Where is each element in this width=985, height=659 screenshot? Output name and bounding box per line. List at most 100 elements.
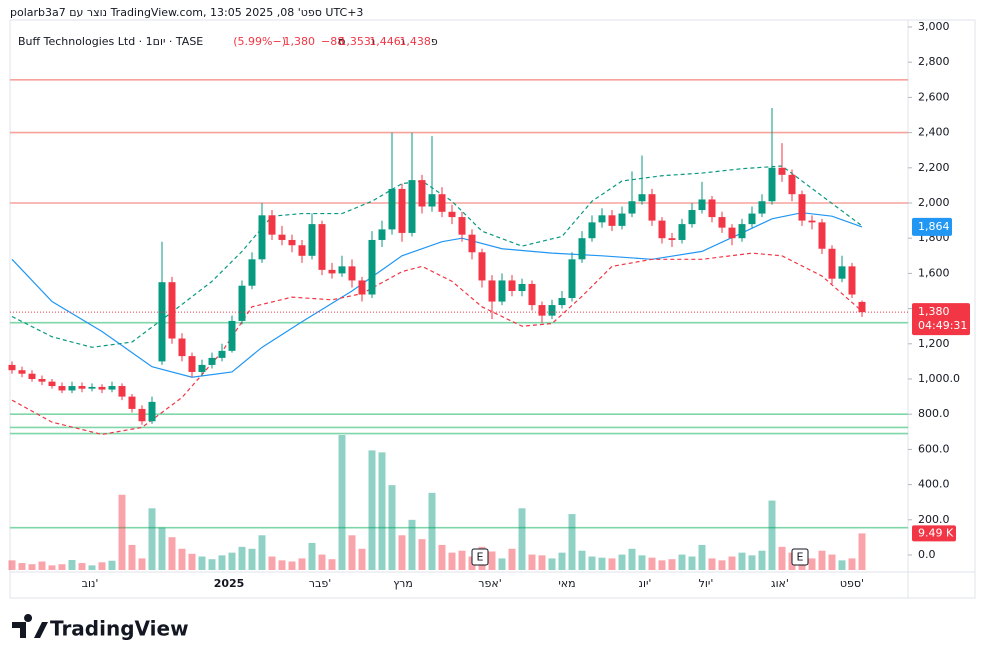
candle-body [518, 283, 526, 291]
volume-bar [268, 556, 276, 570]
candle-body [788, 174, 796, 195]
logo: TradingView [12, 614, 189, 641]
candle-body [588, 222, 596, 239]
candle-body [838, 266, 846, 279]
volume-bar [68, 559, 76, 570]
volume-bar [778, 546, 786, 570]
volume-bar [448, 552, 456, 570]
x-tick-label: פבר' [309, 577, 331, 590]
volume-bar [48, 565, 56, 570]
volume-bar [588, 556, 596, 570]
candle-body [798, 194, 806, 221]
candle-body [158, 282, 166, 362]
candle-body [448, 211, 456, 218]
candle-body [708, 199, 716, 218]
volume-bar [728, 556, 736, 570]
candle-body [368, 239, 376, 295]
volume-bar [858, 533, 866, 570]
volume-bar [248, 548, 256, 570]
volume-bar [488, 551, 496, 570]
indicator-line [11, 165, 863, 348]
candle-body [568, 259, 576, 299]
volume-bar [758, 550, 766, 570]
y-tick-label: 1,200 [918, 337, 950, 350]
volume-bar [428, 492, 436, 570]
candle-body [178, 338, 186, 357]
volume-bar [88, 565, 96, 570]
event-label: E [797, 551, 804, 564]
volume-bar [578, 550, 586, 570]
candle-body [828, 248, 836, 279]
candle-body [268, 215, 276, 235]
volume-bar [158, 527, 166, 570]
volume-bar [58, 564, 66, 570]
volume-bar [678, 554, 686, 570]
candle-body [378, 229, 386, 240]
header-text: 1,446 [369, 35, 401, 48]
volume-bar [608, 558, 616, 570]
x-tick-label: יונ' [639, 577, 652, 590]
candle-body [348, 266, 356, 281]
candle-body [558, 298, 566, 306]
candle-body [508, 280, 516, 291]
candle-body [758, 201, 766, 214]
y-tick-label: 2,200 [918, 161, 950, 174]
candle-body [528, 283, 536, 306]
candle-body [138, 408, 146, 422]
y-tick-label: 1,600 [918, 266, 950, 279]
candle-body [678, 224, 686, 240]
volume-bar [218, 555, 226, 570]
candle-body [318, 224, 326, 270]
candle-body [68, 386, 76, 391]
volume-bar [188, 553, 196, 570]
volume-bar [698, 544, 706, 570]
ma-label: 1,864 [918, 220, 950, 233]
volume-bar [138, 558, 146, 570]
candle-body [478, 252, 486, 281]
volume-bar [118, 494, 126, 570]
volume-bar [358, 548, 366, 570]
volume-bar [418, 539, 426, 570]
candle-body [538, 305, 546, 316]
candle-body [808, 220, 816, 223]
volume-bar [178, 548, 186, 570]
volume-label: 9.49 K [918, 526, 954, 539]
candle-body [258, 215, 266, 260]
volume-bar [708, 558, 716, 570]
candle-body [108, 386, 116, 390]
x-tick-label: מאי [558, 577, 575, 590]
y-tick-label: 400.0 [918, 478, 950, 491]
volume-bar [498, 558, 506, 570]
header-text: ס [338, 35, 345, 48]
volume-bar [298, 558, 306, 570]
candle-body [388, 188, 396, 230]
candle-body [78, 386, 86, 389]
candle-body [288, 239, 296, 246]
candle-body [188, 356, 196, 372]
y-tick-label: 2,400 [918, 126, 950, 139]
y-tick-label: 600.0 [918, 442, 950, 455]
volume-bar [348, 535, 356, 570]
y-tick-label: 1,000.0 [918, 372, 960, 385]
candle-body [98, 386, 106, 390]
candle-body [298, 245, 306, 256]
volume-bar [628, 548, 636, 570]
candle-body [208, 357, 216, 365]
indicator-line [11, 212, 863, 378]
candle-body [438, 194, 446, 212]
volume-bar [108, 560, 116, 570]
indicator-line [11, 252, 863, 436]
volume-bar [398, 535, 406, 570]
candle-body [578, 238, 586, 260]
volume-bar [528, 554, 536, 570]
volume-bar [718, 560, 726, 570]
x-tick-label: מרץ [393, 577, 413, 590]
volume-bar [668, 559, 676, 570]
volume-label-bg [912, 525, 956, 542]
last-label: 1,380 [918, 305, 950, 318]
candle-body [848, 266, 856, 295]
volume-bar [18, 563, 26, 570]
volume-bar [378, 452, 386, 570]
y-tick-label: 0.0 [918, 548, 936, 561]
candle-body [278, 234, 286, 240]
